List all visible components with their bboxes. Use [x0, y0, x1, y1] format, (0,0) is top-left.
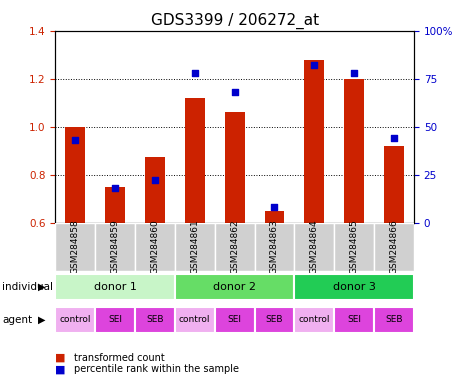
FancyBboxPatch shape	[174, 307, 214, 333]
FancyBboxPatch shape	[294, 274, 413, 300]
Bar	[65, 127, 85, 223]
Text: individual: individual	[2, 282, 53, 292]
Text: SEI: SEI	[347, 315, 360, 324]
FancyBboxPatch shape	[174, 223, 214, 271]
Text: ■: ■	[55, 364, 66, 374]
Bar	[304, 60, 324, 223]
Point	[151, 177, 158, 184]
Point	[310, 62, 317, 68]
Text: GSM284863: GSM284863	[269, 219, 278, 274]
Text: transformed count: transformed count	[73, 353, 164, 363]
Bar	[224, 112, 244, 223]
Text: SEB: SEB	[265, 315, 283, 324]
FancyBboxPatch shape	[174, 274, 294, 300]
Point	[71, 137, 78, 143]
FancyBboxPatch shape	[373, 223, 413, 271]
Point	[190, 70, 198, 76]
Text: donor 2: donor 2	[213, 282, 256, 292]
Text: control: control	[298, 315, 330, 324]
Bar	[185, 98, 204, 223]
FancyBboxPatch shape	[134, 223, 174, 271]
Point	[230, 89, 238, 95]
Title: GDS3399 / 206272_at: GDS3399 / 206272_at	[150, 13, 318, 29]
Text: SEI: SEI	[108, 315, 122, 324]
Text: GSM284866: GSM284866	[389, 219, 397, 274]
Point	[390, 135, 397, 141]
FancyBboxPatch shape	[294, 223, 334, 271]
FancyBboxPatch shape	[134, 307, 174, 333]
Text: GSM284859: GSM284859	[110, 219, 119, 274]
FancyBboxPatch shape	[55, 274, 174, 300]
FancyBboxPatch shape	[334, 223, 373, 271]
FancyBboxPatch shape	[294, 307, 334, 333]
FancyBboxPatch shape	[334, 307, 373, 333]
Text: SEI: SEI	[227, 315, 241, 324]
Text: control: control	[59, 315, 91, 324]
Point	[270, 204, 278, 210]
Bar	[145, 157, 164, 223]
FancyBboxPatch shape	[254, 223, 294, 271]
Text: control: control	[179, 315, 210, 324]
FancyBboxPatch shape	[373, 307, 413, 333]
Bar	[105, 187, 125, 223]
Text: SEB: SEB	[385, 315, 402, 324]
Text: GSM284858: GSM284858	[71, 219, 79, 274]
Text: ▶: ▶	[38, 315, 45, 325]
Point	[111, 185, 118, 191]
Text: GSM284861: GSM284861	[190, 219, 199, 274]
FancyBboxPatch shape	[95, 223, 134, 271]
Text: percentile rank within the sample: percentile rank within the sample	[73, 364, 238, 374]
Bar	[343, 79, 364, 223]
FancyBboxPatch shape	[55, 223, 95, 271]
FancyBboxPatch shape	[95, 307, 134, 333]
Text: donor 3: donor 3	[332, 282, 375, 292]
FancyBboxPatch shape	[55, 307, 95, 333]
Text: donor 1: donor 1	[93, 282, 136, 292]
Text: GSM284860: GSM284860	[150, 219, 159, 274]
Text: GSM284862: GSM284862	[230, 219, 239, 274]
Text: SEB: SEB	[146, 315, 163, 324]
Text: agent: agent	[2, 315, 32, 325]
Bar	[264, 211, 284, 223]
Text: GSM284865: GSM284865	[349, 219, 358, 274]
FancyBboxPatch shape	[214, 307, 254, 333]
FancyBboxPatch shape	[254, 307, 294, 333]
FancyBboxPatch shape	[214, 223, 254, 271]
Text: GSM284864: GSM284864	[309, 219, 318, 274]
Text: ▶: ▶	[38, 282, 45, 292]
Point	[350, 70, 357, 76]
Text: ■: ■	[55, 353, 66, 363]
Bar	[383, 146, 403, 223]
